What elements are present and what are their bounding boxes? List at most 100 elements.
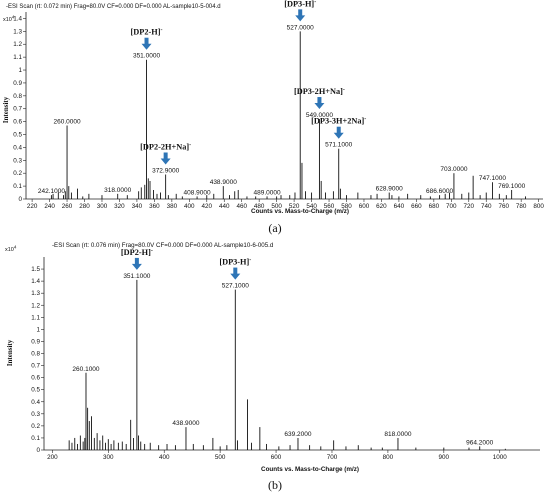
down-arrow-head-icon: [141, 43, 152, 50]
panel-b-y-tick-label: 1.3: [31, 290, 40, 297]
panel-b-x-tick-label: 300: [103, 454, 114, 461]
panel-b-annotation: [DP2-H]-: [121, 248, 153, 270]
down-arrow-icon: [336, 126, 341, 134]
panel-a-x-tick-label: 480: [254, 203, 265, 210]
panel-a-y-tick-label: 0: [18, 196, 22, 203]
panel-a-y-tick-label: 0.4: [13, 144, 22, 151]
panel-b-annotation: [DP3-H]-: [219, 258, 251, 280]
panel-a-x-tick-label: 620: [376, 203, 387, 210]
down-arrow-icon: [144, 37, 149, 45]
panel-a-peak-label: 769.1000: [498, 183, 525, 190]
panel-b-y-tick-label: 0.9: [31, 338, 40, 345]
panel-a-x-tick-label: 280: [79, 203, 90, 210]
panel-b-peak-label: 964.2000: [466, 439, 493, 446]
panel-b-x-tick-label: 400: [159, 454, 170, 461]
panel-b-axes: [43, 257, 540, 451]
panel-a-y-tick-label: 0.3: [13, 157, 22, 164]
panel-a-peak-label: 318.0000: [104, 187, 131, 194]
spectrum-panel-a: -ESI Scan (rt: 0.072 min) Frag=80.0V CF=…: [2, 0, 544, 235]
panel-b-peak-label: 351.1000: [123, 273, 150, 280]
panel-a-x-tick-label: 580: [341, 203, 352, 210]
panel-a-x-tick-label: 320: [114, 203, 125, 210]
panel-b-y-tick-label: 1.2: [31, 302, 40, 309]
panel-a-y-multiplier: x104: [3, 15, 15, 24]
panel-b-x-tick-label: 800: [383, 454, 394, 461]
panel-a-x-tick-label: 760: [498, 203, 509, 210]
panel-a-y-tick-label: 1.4: [13, 15, 22, 22]
panel-a-peak-label: 747.1000: [479, 175, 506, 182]
panel-a-x-tick-label: 640: [394, 203, 405, 210]
panel-b-caption: (b): [268, 478, 282, 492]
down-arrow-head-icon: [160, 158, 171, 165]
panel-a-scan-info: -ESI Scan (rt: 0.072 min) Frag=80.0V CF=…: [6, 4, 221, 10]
panel-a-peak-label: 408.9000: [184, 189, 211, 196]
down-arrow-head-icon: [131, 263, 142, 270]
panel-b-x-tick-label: 500: [215, 454, 226, 461]
panel-a-x-tick-label: 380: [167, 203, 178, 210]
panel-a-peak-label: 628.9000: [376, 186, 403, 193]
panel-a-annotation: [DP2-H]-: [131, 28, 163, 50]
down-arrow-icon: [298, 9, 303, 17]
panel-b-x-tick-label: 700: [327, 454, 338, 461]
panel-a-annotation-label: [DP3-3H+2Na]-: [311, 117, 366, 126]
panel-a-x-tick-label: 680: [429, 203, 440, 210]
panel-a-annotation-label: [DP2-2H+Na]-: [140, 142, 191, 151]
panel-b-y-tick-label: 0.3: [31, 411, 40, 418]
panel-b-y-multiplier: x104: [5, 245, 17, 254]
panel-b-peak-label: 639.2000: [284, 431, 311, 438]
down-arrow-icon: [317, 97, 322, 105]
panel-a-annotation-label: [DP2-H]-: [131, 28, 163, 37]
panel-a-x-tick-label: 420: [202, 203, 213, 210]
panel-a-x-tick-label: 460: [236, 203, 247, 210]
panel-b-y-tick-label: 0.1: [31, 435, 40, 442]
panel-b-x-tick-label: 900: [439, 454, 450, 461]
panel-b-peak-label: 818.0000: [384, 431, 411, 438]
panel-a-x-tick-label: 240: [44, 203, 55, 210]
panel-a-y-tick-label: 0.2: [13, 170, 22, 177]
panel-b-y-tick-label: 0.8: [31, 351, 40, 358]
panel-b-x-axis-label: Counts vs. Mass-to-Charge (m/z): [261, 466, 359, 473]
panel-a-x-tick-label: 720: [464, 203, 475, 210]
panel-a-x-tick-label: 500: [271, 203, 282, 210]
panel-a-x-tick-label: 340: [132, 203, 143, 210]
panel-a-peak-label: 527.0000: [287, 24, 314, 31]
panel-a-x-tick-label: 700: [446, 203, 457, 210]
panel-a-peak-label: 571.1000: [325, 142, 352, 149]
panel-a-peak-label: 438.9000: [210, 179, 237, 186]
panel-b-y-tick-label: 1.1: [31, 314, 40, 321]
panel-a-x-tick-label: 440: [219, 203, 230, 210]
panel-a-x-tick-label: 260: [62, 203, 73, 210]
panel-b-x-tick-label: 600: [271, 454, 282, 461]
panel-a-y-tick-label: 1.1: [13, 54, 22, 61]
panel-b-scan-info: -ESI Scan (rt: 0.076 min) Frag=80.0V CF=…: [52, 242, 274, 249]
panel-a-annotation: [DP3-2H+Na]-: [294, 87, 345, 110]
panel-b-x-tick-label: 200: [47, 454, 58, 461]
panel-a-x-tick-label: 780: [516, 203, 527, 210]
panel-a-x-tick-label: 300: [97, 203, 108, 210]
panel-b-y-tick-label: 0.7: [31, 363, 40, 370]
spectrum-panel-b: -ESI Scan (rt: 0.076 min) Frag=80.0V CF=…: [5, 242, 540, 492]
panel-a-x-tick-label: 540: [306, 203, 317, 210]
panel-a-annotation-label: [DP3-2H+Na]-: [294, 87, 345, 96]
panel-b-annotation-label: [DP3-H]-: [219, 258, 251, 267]
panel-a-peak-label: 351.0000: [133, 53, 160, 60]
panel-a-y-tick-label: 1.2: [13, 41, 22, 48]
down-arrow-head-icon: [314, 103, 325, 110]
panel-a-x-tick-label: 400: [184, 203, 195, 210]
panel-a-x-tick-label: 660: [411, 203, 422, 210]
panel-a-y-tick-label: 0.5: [13, 132, 22, 139]
panel-b-y-tick-label: 0.6: [31, 375, 40, 382]
panel-a-x-tick-label: 740: [481, 203, 492, 210]
panel-b-y-tick-label: 0.2: [31, 423, 40, 430]
panel-a-peak-label: 242.1000: [38, 188, 65, 195]
panel-b-x-tick-label: 1000: [493, 454, 508, 461]
panel-b-y-tick-label: 0: [36, 447, 40, 454]
panel-a-y-tick-label: 0.8: [13, 93, 22, 100]
panel-a-y-tick-label: 1.3: [13, 28, 22, 35]
panel-a-peak-label: 489.0000: [253, 189, 280, 196]
panel-b-y-tick-label: 0.5: [31, 387, 40, 394]
panel-b-y-tick-label: 0.4: [31, 399, 40, 406]
panel-a-y-tick-label: 0.6: [13, 119, 22, 126]
panel-a-x-tick-label: 600: [359, 203, 370, 210]
panel-a-x-tick-label: 800: [533, 203, 544, 210]
